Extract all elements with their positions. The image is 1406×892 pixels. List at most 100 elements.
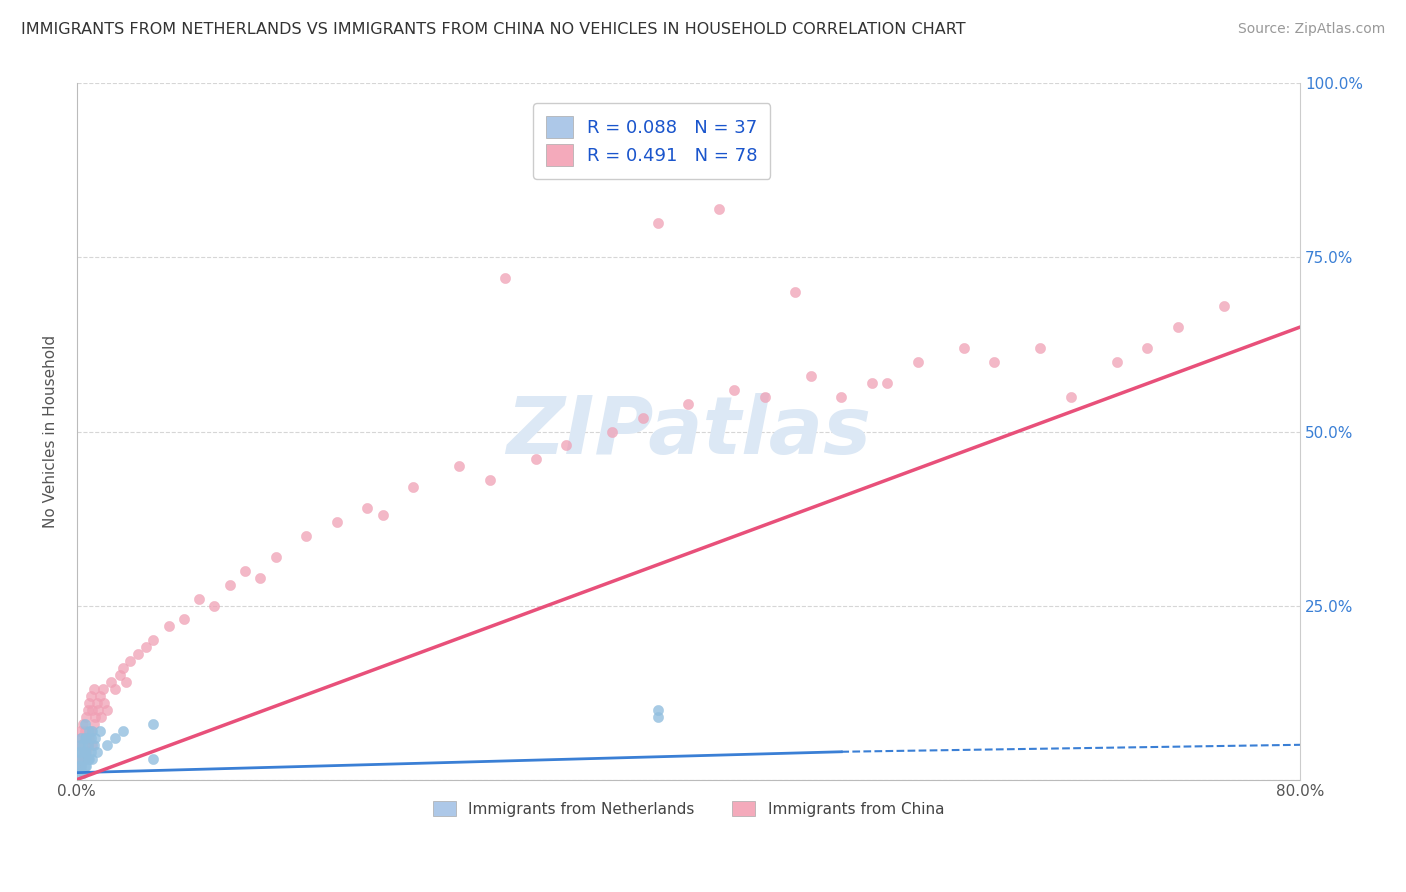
Point <box>111 723 134 738</box>
Point <box>754 390 776 404</box>
Point <box>647 703 669 717</box>
Point <box>69 738 91 752</box>
Point <box>114 675 136 690</box>
Point <box>188 591 211 606</box>
Point <box>678 397 700 411</box>
Point <box>79 689 101 703</box>
Point <box>76 738 98 752</box>
Point <box>77 696 100 710</box>
Point <box>264 549 287 564</box>
Point <box>83 738 105 752</box>
Point <box>73 745 96 759</box>
Point <box>69 752 91 766</box>
Point <box>76 738 98 752</box>
Point <box>72 738 94 752</box>
Point <box>89 689 111 703</box>
Point <box>524 452 547 467</box>
Point <box>356 501 378 516</box>
Point <box>75 745 97 759</box>
Point <box>79 745 101 759</box>
Point <box>135 640 157 655</box>
Point <box>86 696 108 710</box>
Point <box>104 731 127 745</box>
Point <box>77 731 100 745</box>
Y-axis label: No Vehicles in Household: No Vehicles in Household <box>44 335 58 528</box>
Point <box>1105 355 1128 369</box>
Point <box>707 202 730 216</box>
Point <box>1167 320 1189 334</box>
Point <box>204 599 226 613</box>
Point <box>1060 390 1083 404</box>
Point <box>100 675 122 690</box>
Point <box>1136 341 1159 355</box>
Point <box>830 390 852 404</box>
Point <box>785 285 807 300</box>
Point <box>77 723 100 738</box>
Point <box>69 723 91 738</box>
Point <box>142 633 165 648</box>
Point <box>108 668 131 682</box>
Point <box>952 341 974 355</box>
Point <box>73 758 96 772</box>
Point <box>69 752 91 766</box>
Point <box>75 710 97 724</box>
Point <box>96 738 118 752</box>
Point <box>326 515 349 529</box>
Point <box>104 682 127 697</box>
Text: ZIPatlas: ZIPatlas <box>506 392 870 470</box>
Point <box>70 758 93 772</box>
Point <box>860 376 883 390</box>
Point <box>90 710 112 724</box>
Point <box>73 731 96 745</box>
Point <box>87 703 110 717</box>
Point <box>79 731 101 745</box>
Point <box>233 564 256 578</box>
Point <box>402 480 425 494</box>
Point <box>75 758 97 772</box>
Point <box>73 752 96 766</box>
Point <box>86 745 108 759</box>
Point <box>96 703 118 717</box>
Point <box>83 682 105 697</box>
Point <box>111 661 134 675</box>
Point <box>73 717 96 731</box>
Point <box>478 473 501 487</box>
Point <box>91 682 114 697</box>
Point <box>173 612 195 626</box>
Point <box>157 619 180 633</box>
Point <box>555 438 578 452</box>
Point <box>72 765 94 780</box>
Point <box>67 758 90 772</box>
Point <box>218 577 240 591</box>
Point <box>82 752 104 766</box>
Point <box>371 508 394 522</box>
Point <box>67 738 90 752</box>
Point <box>76 703 98 717</box>
Point <box>77 752 100 766</box>
Point <box>89 723 111 738</box>
Point <box>67 745 90 759</box>
Point <box>1029 341 1052 355</box>
Point <box>93 696 115 710</box>
Point <box>70 745 93 759</box>
Point <box>83 717 105 731</box>
Point <box>876 376 898 390</box>
Point <box>1212 299 1234 313</box>
Point <box>70 731 93 745</box>
Point <box>127 648 149 662</box>
Point <box>75 731 97 745</box>
Point <box>70 758 93 772</box>
Point <box>67 758 90 772</box>
Point <box>82 703 104 717</box>
Point <box>494 271 516 285</box>
Point <box>647 710 669 724</box>
Point <box>72 752 94 766</box>
Point <box>142 752 165 766</box>
Point <box>631 410 654 425</box>
Point <box>142 717 165 731</box>
Legend: Immigrants from Netherlands, Immigrants from China: Immigrants from Netherlands, Immigrants … <box>425 793 952 824</box>
Point <box>82 723 104 738</box>
Point <box>249 571 271 585</box>
Point <box>79 723 101 738</box>
Point <box>75 745 97 759</box>
